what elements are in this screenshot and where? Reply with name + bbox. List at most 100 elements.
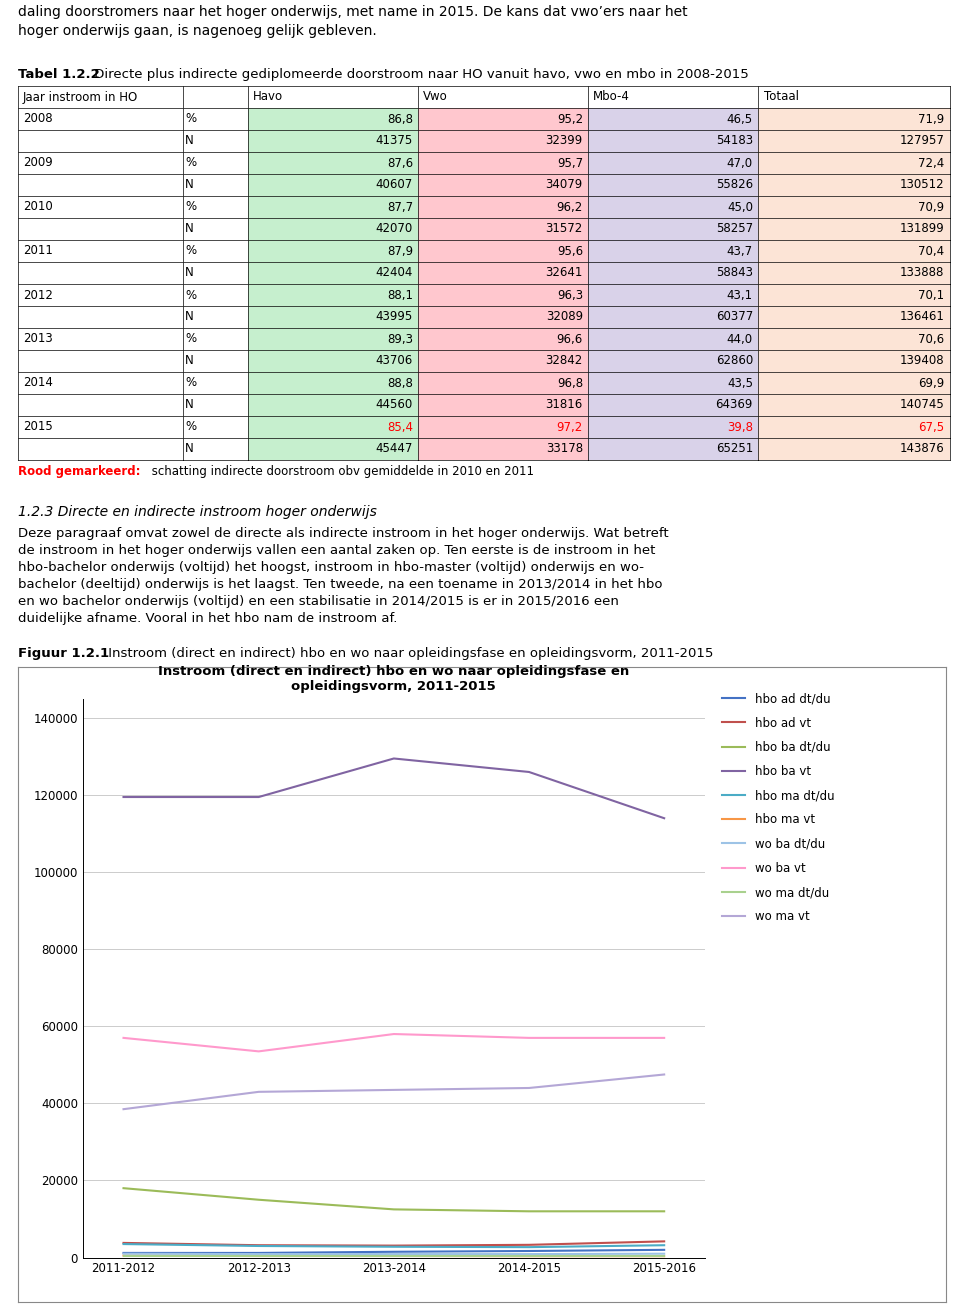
Text: hbo-bachelor onderwijs (voltijd) het hoogst, instroom in hbo-master (voltijd) on: hbo-bachelor onderwijs (voltijd) het hoo… xyxy=(18,561,644,574)
Text: 58257: 58257 xyxy=(716,222,753,235)
Text: hoger onderwijs gaan, is nagenoeg gelijk gebleven.: hoger onderwijs gaan, is nagenoeg gelijk… xyxy=(18,24,376,38)
Text: 87,9: 87,9 xyxy=(387,244,413,258)
Text: 70,4: 70,4 xyxy=(918,244,945,258)
Text: N: N xyxy=(185,310,194,323)
Text: 86,8: 86,8 xyxy=(387,113,413,126)
Text: 43,1: 43,1 xyxy=(727,289,753,301)
Text: 70,6: 70,6 xyxy=(918,332,945,346)
Text: 70,1: 70,1 xyxy=(918,289,945,301)
Text: 34079: 34079 xyxy=(545,179,583,192)
Text: 42404: 42404 xyxy=(375,267,413,280)
Text: 1.2.3 Directe en indirecte instroom hoger onderwijs: 1.2.3 Directe en indirecte instroom hoge… xyxy=(18,505,377,519)
Text: 139408: 139408 xyxy=(900,355,945,368)
Text: 64369: 64369 xyxy=(715,398,753,411)
Text: %: % xyxy=(185,420,196,434)
Text: 44560: 44560 xyxy=(375,398,413,411)
Text: N: N xyxy=(185,222,194,235)
Text: 136461: 136461 xyxy=(900,310,945,323)
Text: 130512: 130512 xyxy=(900,179,945,192)
Text: N: N xyxy=(185,267,194,280)
Text: N: N xyxy=(185,443,194,456)
Text: 32399: 32399 xyxy=(545,134,583,147)
Text: 88,1: 88,1 xyxy=(387,289,413,301)
Text: Totaal: Totaal xyxy=(764,91,799,104)
Text: 47,0: 47,0 xyxy=(727,156,753,170)
Text: 45,0: 45,0 xyxy=(727,201,753,213)
Text: 2012: 2012 xyxy=(23,289,53,301)
Text: 40607: 40607 xyxy=(375,179,413,192)
Text: 45447: 45447 xyxy=(375,443,413,456)
Text: 43995: 43995 xyxy=(375,310,413,323)
Text: N: N xyxy=(185,134,194,147)
Text: bachelor (deeltijd) onderwijs is het laagst. Ten tweede, na een toename in 2013/: bachelor (deeltijd) onderwijs is het laa… xyxy=(18,578,662,591)
Text: 31572: 31572 xyxy=(545,222,583,235)
Text: 88,8: 88,8 xyxy=(387,377,413,389)
Text: 69,9: 69,9 xyxy=(918,377,945,389)
Text: de instroom in het hoger onderwijs vallen een aantal zaken op. Ten eerste is de : de instroom in het hoger onderwijs valle… xyxy=(18,544,656,557)
Text: 33178: 33178 xyxy=(546,443,583,456)
Text: 65251: 65251 xyxy=(715,443,753,456)
Text: Havo: Havo xyxy=(253,91,283,104)
Text: duidelijke afname. Vooral in het hbo nam de instroom af.: duidelijke afname. Vooral in het hbo nam… xyxy=(18,612,397,625)
Text: 2015: 2015 xyxy=(23,420,53,434)
Text: 58843: 58843 xyxy=(716,267,753,280)
Text: 143876: 143876 xyxy=(900,443,945,456)
Text: 55826: 55826 xyxy=(716,179,753,192)
Text: 41375: 41375 xyxy=(375,134,413,147)
Text: 32842: 32842 xyxy=(545,355,583,368)
Text: N: N xyxy=(185,355,194,368)
Text: %: % xyxy=(185,377,196,389)
Text: 140745: 140745 xyxy=(900,398,945,411)
Text: %: % xyxy=(185,201,196,213)
Text: 32641: 32641 xyxy=(545,267,583,280)
Text: 43,5: 43,5 xyxy=(727,377,753,389)
Text: 43706: 43706 xyxy=(375,355,413,368)
Text: 43,7: 43,7 xyxy=(727,244,753,258)
Text: %: % xyxy=(185,113,196,126)
Text: 95,7: 95,7 xyxy=(557,156,583,170)
Text: 96,2: 96,2 xyxy=(557,201,583,213)
Text: Deze paragraaf omvat zowel de directe als indirecte instroom in het hoger onderw: Deze paragraaf omvat zowel de directe al… xyxy=(18,527,668,540)
Text: 85,4: 85,4 xyxy=(387,420,413,434)
Text: Directe plus indirecte gediplomeerde doorstroom naar HO vanuit havo, vwo en mbo : Directe plus indirecte gediplomeerde doo… xyxy=(90,68,749,81)
Text: 60377: 60377 xyxy=(715,310,753,323)
Text: N: N xyxy=(185,179,194,192)
Text: 89,3: 89,3 xyxy=(387,332,413,346)
Text: schatting indirecte doorstroom obv gemiddelde in 2010 en 2011: schatting indirecte doorstroom obv gemid… xyxy=(148,465,534,478)
Text: N: N xyxy=(185,398,194,411)
Text: 95,2: 95,2 xyxy=(557,113,583,126)
Text: 31816: 31816 xyxy=(545,398,583,411)
Text: 54183: 54183 xyxy=(716,134,753,147)
Text: Figuur 1.2.1: Figuur 1.2.1 xyxy=(18,646,109,660)
Text: 87,6: 87,6 xyxy=(387,156,413,170)
Text: en wo bachelor onderwijs (voltijd) en een stabilisatie in 2014/2015 is er in 201: en wo bachelor onderwijs (voltijd) en ee… xyxy=(18,595,619,608)
Text: 32089: 32089 xyxy=(546,310,583,323)
Text: 96,8: 96,8 xyxy=(557,377,583,389)
Text: Vwo: Vwo xyxy=(423,91,448,104)
Text: 131899: 131899 xyxy=(900,222,945,235)
Text: daling doorstromers naar het hoger onderwijs, met name in 2015. De kans dat vwo’: daling doorstromers naar het hoger onder… xyxy=(18,5,687,18)
Text: 96,6: 96,6 xyxy=(557,332,583,346)
Text: Jaar instroom in HO: Jaar instroom in HO xyxy=(23,91,138,104)
Text: 2013: 2013 xyxy=(23,332,53,346)
Text: 39,8: 39,8 xyxy=(727,420,753,434)
Text: %: % xyxy=(185,289,196,301)
Text: 95,6: 95,6 xyxy=(557,244,583,258)
Text: %: % xyxy=(185,156,196,170)
Text: 87,7: 87,7 xyxy=(387,201,413,213)
Text: Tabel 1.2.2: Tabel 1.2.2 xyxy=(18,68,100,81)
Text: 70,9: 70,9 xyxy=(918,201,945,213)
Text: 44,0: 44,0 xyxy=(727,332,753,346)
Text: 46,5: 46,5 xyxy=(727,113,753,126)
Text: 71,9: 71,9 xyxy=(918,113,945,126)
Text: 42070: 42070 xyxy=(375,222,413,235)
Text: Instroom (direct en indirect) hbo en wo naar opleidingsfase en opleidingsvorm, 2: Instroom (direct en indirect) hbo en wo … xyxy=(104,646,713,660)
Text: 2010: 2010 xyxy=(23,201,53,213)
Text: 96,3: 96,3 xyxy=(557,289,583,301)
Text: 72,4: 72,4 xyxy=(918,156,945,170)
Text: 62860: 62860 xyxy=(715,355,753,368)
Text: 2009: 2009 xyxy=(23,156,53,170)
Text: 67,5: 67,5 xyxy=(918,420,945,434)
Text: %: % xyxy=(185,332,196,346)
Text: %: % xyxy=(185,244,196,258)
